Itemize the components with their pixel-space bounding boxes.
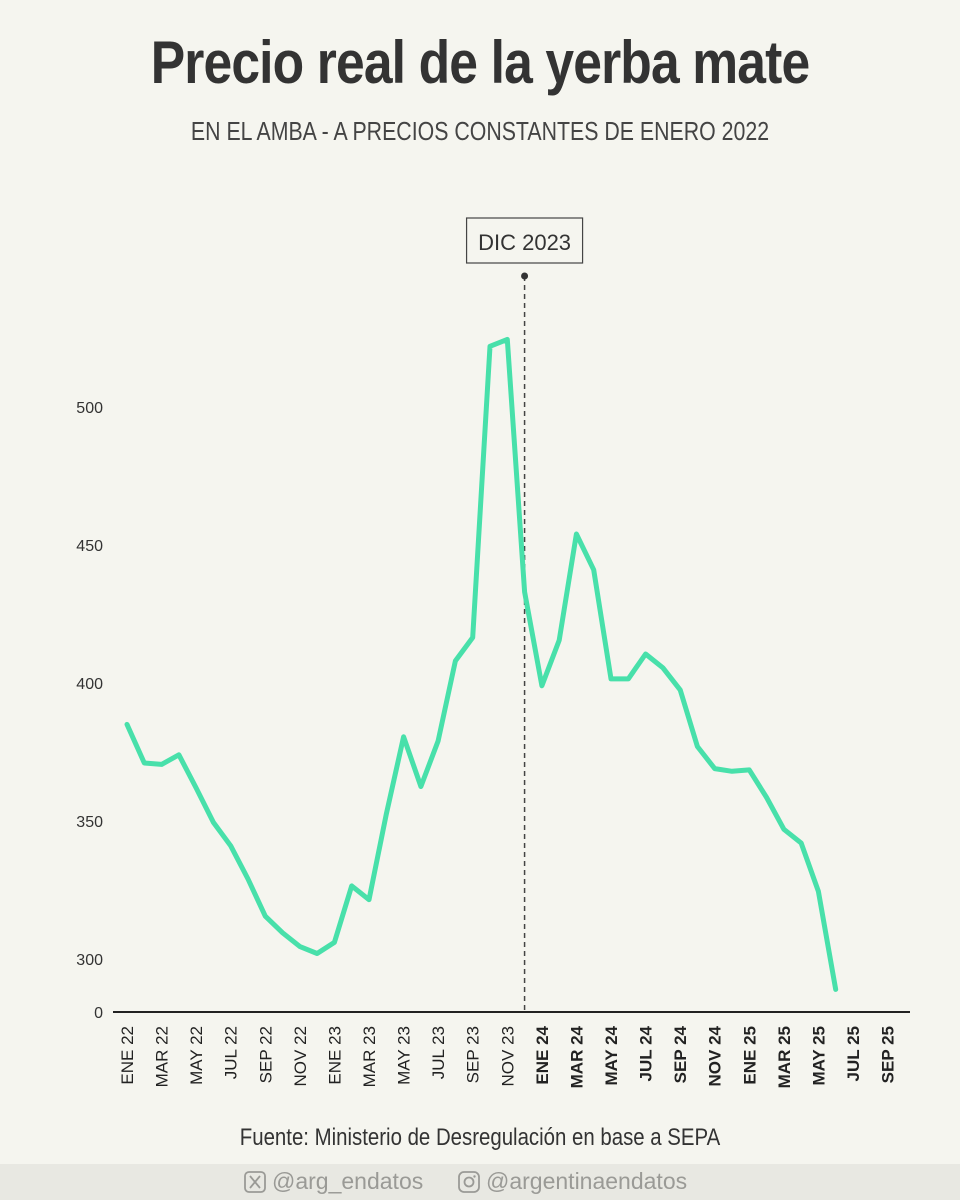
y-tick-label-500: 500 — [76, 400, 103, 417]
x-tick-label-ene-25: ENE 25 — [740, 1026, 759, 1085]
x-tick-label-may-22: MAY 22 — [187, 1026, 206, 1085]
instagram-handle-text: @argentinaendatos — [486, 1168, 688, 1194]
chart-title: Precio real de la yerba mate — [150, 29, 810, 96]
y-tick-label-300: 300 — [76, 952, 103, 969]
x-tick-label-mar-23: MAR 23 — [360, 1026, 379, 1087]
price-series-line — [124, 336, 839, 992]
x-tick-label-mar-25: MAR 25 — [775, 1026, 794, 1088]
annotation-label: DIC 2023 — [478, 230, 571, 255]
social-footer: @arg_endatos @argentinaendatos — [0, 1164, 960, 1200]
x-tick-label-mar-24: MAR 24 — [567, 1025, 586, 1088]
x-tick-label-ene-22: ENE 22 — [118, 1026, 137, 1085]
x-tick-label-may-25: MAY 25 — [809, 1026, 828, 1086]
x-tick-label-ene-23: ENE 23 — [325, 1026, 344, 1085]
chart-subtitle: EN EL AMBA - A PRECIOS CONSTANTES DE ENE… — [190, 116, 770, 146]
x-handle-text: @arg_endatos — [272, 1168, 424, 1194]
x-tick-label-may-24: MAY 24 — [602, 1025, 621, 1085]
x-tick-label-sep-25: SEP 25 — [879, 1026, 898, 1083]
x-tick-label-nov-23: NOV 23 — [498, 1026, 517, 1086]
x-tick-label-mar-22: MAR 22 — [153, 1026, 172, 1087]
x-tick-label-nov-24: NOV 24 — [706, 1025, 725, 1086]
x-tick-label-jul-23: JUL 23 — [429, 1026, 448, 1079]
x-tick-label-sep-23: SEP 23 — [464, 1026, 483, 1083]
instagram-handle[interactable]: @argentinaendatos — [458, 1168, 687, 1195]
y-tick-label-400: 400 — [76, 676, 103, 693]
x-tick-label-jul-24: JUL 24 — [637, 1025, 656, 1081]
x-tick-label-sep-24: SEP 24 — [671, 1025, 690, 1083]
annotation-box — [465, 217, 584, 264]
x-tick-label-jul-25: JUL 25 — [844, 1026, 863, 1081]
source-note: Fuente: Ministerio de Desregulación en b… — [239, 1124, 721, 1151]
x-tick-label-ene-24: ENE 24 — [533, 1025, 552, 1084]
x-tick-label-sep-22: SEP 22 — [256, 1026, 275, 1083]
x-tick-label-jul-22: JUL 22 — [222, 1026, 241, 1079]
x-handle[interactable]: @arg_endatos — [244, 1168, 423, 1195]
y-tick-label-0: 0 — [94, 1005, 103, 1022]
annotation-dot — [521, 272, 529, 280]
x-tick-label-nov-22: NOV 22 — [291, 1026, 310, 1086]
y-tick-label-350: 350 — [76, 814, 103, 831]
x-tick-label-may-23: MAY 23 — [395, 1026, 414, 1085]
y-tick-label-450: 450 — [76, 538, 103, 555]
x-logo-icon — [244, 1170, 266, 1193]
instagram-logo-icon — [458, 1170, 480, 1193]
